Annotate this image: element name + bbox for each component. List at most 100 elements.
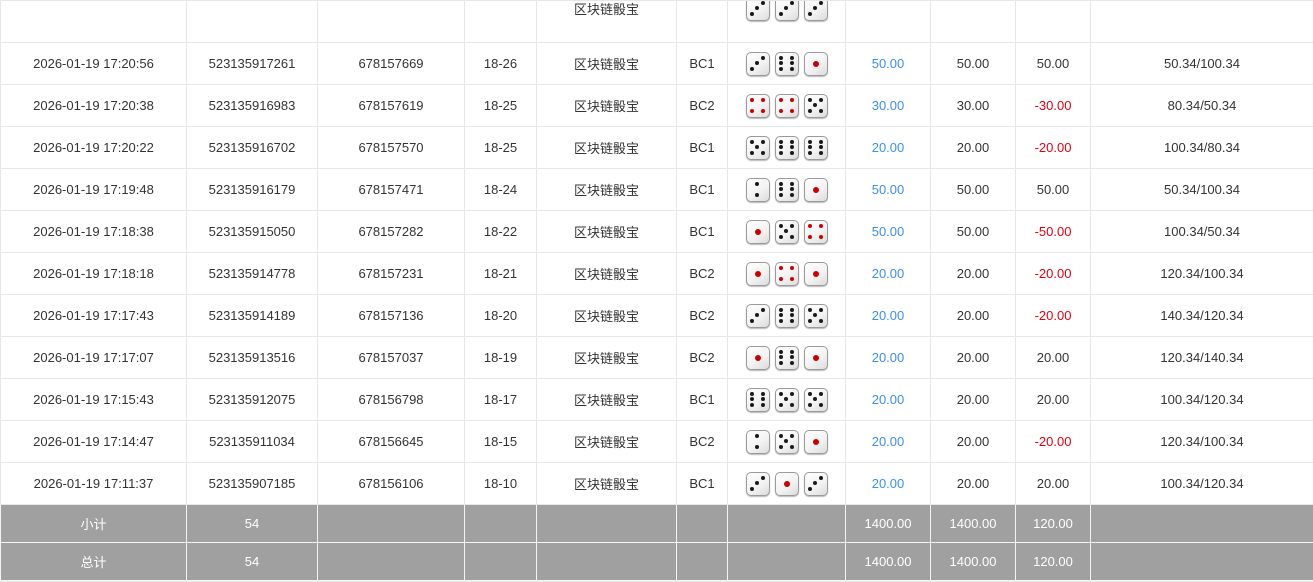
die-pip [755, 444, 760, 449]
die-pip [808, 11, 813, 16]
cell-market: BC2 [676, 84, 728, 127]
die-face-1 [803, 429, 828, 454]
die-pip [779, 192, 784, 197]
die-pip [789, 108, 794, 113]
die-pip [813, 6, 818, 11]
die-pip [779, 182, 784, 187]
die-pip [789, 66, 794, 71]
die-face-5 [774, 219, 799, 244]
die-face-1 [803, 177, 828, 202]
cell-bet-amount: 20.00 [845, 252, 931, 295]
cell-period: 18-25 [464, 126, 537, 169]
cell-market [676, 0, 728, 43]
cell-valid-amount: 50.00 [930, 168, 1016, 211]
table-row[interactable]: 2026-01-19 17:14:47 523135911034 678156645… [0, 420, 1313, 463]
die-pip [750, 392, 755, 397]
die-pip [760, 308, 765, 313]
die-face-5 [803, 303, 828, 328]
die-pip [750, 11, 755, 16]
cell-market: BC1 [676, 42, 728, 85]
die-face-1 [803, 261, 828, 286]
summary-blank [536, 542, 677, 581]
cell-time: 2026-01-19 17:17:07 [0, 336, 187, 379]
table-row[interactable]: 2026-01-19 17:17:07 523135913516 678157037… [0, 336, 1313, 379]
die-pip [754, 354, 761, 361]
die-pip [789, 360, 794, 365]
table-row[interactable]: 2026-01-19 17:20:38 523135916983 678157619… [0, 84, 1313, 127]
die-pip [755, 145, 760, 150]
table-row[interactable]: 2026-01-19 17:17:43 523135914189 678157136… [0, 294, 1313, 337]
die-pip [755, 313, 760, 318]
table-row[interactable]: 2026-01-19 17:18:18 523135914778 678157231… [0, 252, 1313, 295]
die-pip [760, 402, 765, 407]
cell-valid-amount: 20.00 [930, 126, 1016, 169]
cell-valid-amount: 20.00 [930, 336, 1016, 379]
die-face-6 [803, 135, 828, 160]
table-row-clipped[interactable]: 区块链骰宝 [0, 0, 1313, 43]
die-pip [760, 140, 765, 145]
cell-bet-amount: 50.00 [845, 42, 931, 85]
die-pip [789, 276, 794, 281]
cell-game: 区块链骰宝 [536, 294, 677, 337]
cell-balance: 50.34/100.34 [1090, 42, 1313, 85]
die-pip [789, 224, 794, 229]
cell-balance: 120.34/100.34 [1090, 420, 1313, 463]
die-pip [812, 60, 819, 67]
cell-dice [727, 378, 846, 421]
die-face-3 [745, 51, 770, 76]
die-pip [789, 150, 794, 155]
summary-row: 小计 54 1400.00 1400.00 120.00 [0, 504, 1313, 543]
die-pip [779, 187, 784, 192]
die-face-1 [745, 219, 770, 244]
table-row[interactable]: 2026-01-19 17:20:56 523135917261 678157669… [0, 42, 1313, 85]
cell-dice [727, 42, 846, 85]
die-face-4 [774, 93, 799, 118]
cell-game: 区块链骰宝 [536, 336, 677, 379]
cell-round-id: 678157282 [317, 210, 465, 253]
die-pip [750, 66, 755, 71]
cell-payout: 20.00 [1015, 378, 1091, 421]
cell-market: BC2 [676, 336, 728, 379]
table-row[interactable]: 2026-01-19 17:15:43 523135912075 678156798… [0, 378, 1313, 421]
cell-market: BC1 [676, 126, 728, 169]
die-pip [812, 270, 819, 277]
table-row[interactable]: 2026-01-19 17:18:38 523135915050 678157282… [0, 210, 1313, 253]
die-pip [754, 228, 761, 235]
die-face-3 [803, 471, 828, 496]
cell-bet-amount: 20.00 [845, 126, 931, 169]
die-pip [808, 308, 813, 313]
cell-round-id: 678156798 [317, 378, 465, 421]
summary-payout: 120.00 [1015, 542, 1091, 581]
cell-period: 18-24 [464, 168, 537, 211]
die-pip [812, 354, 819, 361]
table-row[interactable]: 2026-01-19 17:20:22 523135916702 678157570… [0, 126, 1313, 169]
die-pip [789, 350, 794, 355]
cell-payout: 20.00 [1015, 462, 1091, 505]
die-pip [760, 108, 765, 113]
die-pip [789, 402, 794, 407]
cell-payout: 20.00 [1015, 336, 1091, 379]
cell-payout: -20.00 [1015, 252, 1091, 295]
cell-period: 18-17 [464, 378, 537, 421]
table-row[interactable]: 2026-01-19 17:11:37 523135907185 678156106… [0, 462, 1313, 505]
die-face-4 [745, 93, 770, 118]
cell-bet-id: 523135907185 [186, 462, 318, 505]
cell-payout: -20.00 [1015, 420, 1091, 463]
table-row[interactable]: 2026-01-19 17:19:48 523135916179 678157471… [0, 168, 1313, 211]
die-face-5 [803, 93, 828, 118]
die-pip [755, 61, 760, 66]
cell-round-id: 678157570 [317, 126, 465, 169]
die-pip [808, 392, 813, 397]
cell-valid-amount: 30.00 [930, 84, 1016, 127]
cell-bet-id: 523135916702 [186, 126, 318, 169]
cell-bet-id [186, 0, 318, 43]
cell-game: 区块链骰宝 [536, 378, 677, 421]
cell-bet-id: 523135914189 [186, 294, 318, 337]
dice-group [732, 471, 841, 496]
dice-group [732, 51, 841, 76]
cell-balance: 100.34/50.34 [1090, 210, 1313, 253]
summary-blank [1090, 504, 1313, 543]
die-pip [779, 145, 784, 150]
cell-bet-amount: 20.00 [845, 378, 931, 421]
die-pip [818, 98, 823, 103]
